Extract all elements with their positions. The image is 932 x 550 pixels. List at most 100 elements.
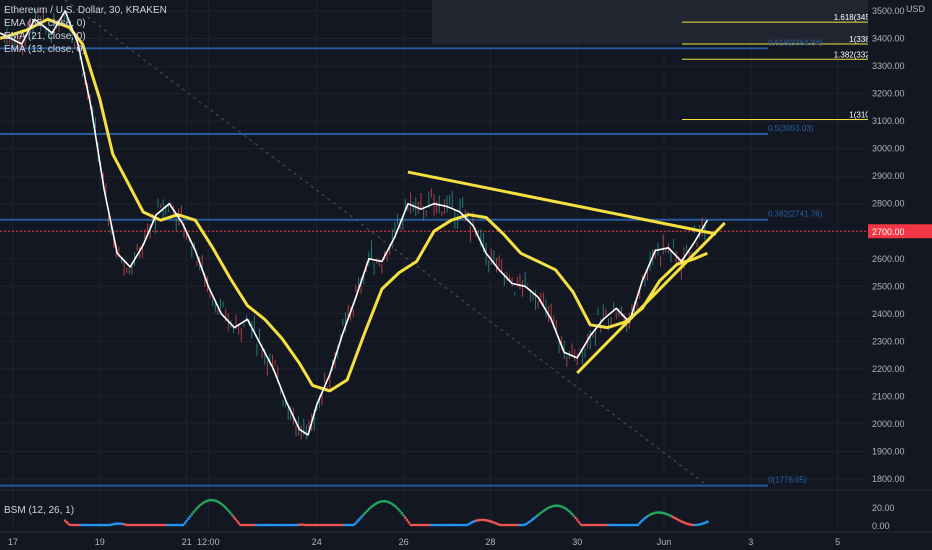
bsm-dot <box>197 505 201 508</box>
current-price-label: 2700.00 <box>872 227 905 237</box>
bsm-dot <box>221 503 225 507</box>
bsm-dot <box>185 519 188 523</box>
bsm-dot <box>404 516 407 520</box>
bsm-dot <box>183 521 187 525</box>
bsm-tick-label: 20.00 <box>872 503 895 513</box>
time-tick-label: 17 <box>8 537 18 547</box>
bsm-dot <box>636 523 640 527</box>
symbol-title: Ethereum / U.S. Dollar, 30, KRAKEN <box>4 5 167 16</box>
bsm-dot <box>535 514 539 517</box>
bsm-dot <box>188 515 192 518</box>
time-tick-label: 21 <box>182 537 192 547</box>
current-price-badge <box>868 224 932 239</box>
time-tick-label: 28 <box>485 537 495 547</box>
bsm-dot <box>641 518 645 522</box>
bsm-dot <box>572 514 576 518</box>
axis-unit: USD <box>906 4 926 14</box>
bsm-indicator-label: BSM (12, 26, 1) <box>4 505 75 516</box>
level-label: 0.618(3364.34) <box>768 38 823 47</box>
bsm-dot <box>226 509 230 512</box>
bsm-dot <box>360 515 364 518</box>
bsm-dot <box>65 521 69 524</box>
bsm-dot <box>400 511 404 515</box>
price-tick-label: 3300.00 <box>872 61 905 71</box>
bsm-dot <box>640 520 643 523</box>
bsm-dot <box>233 517 237 521</box>
bsm-dot <box>358 517 362 520</box>
bsm-dot <box>220 502 223 506</box>
bsm-dot <box>567 509 570 512</box>
price-tick-label: 2800.00 <box>872 199 905 209</box>
bsm-dot <box>574 516 577 520</box>
ema-55-line <box>0 17 708 393</box>
bsm-dot <box>362 513 365 516</box>
price-tick-label: 1800.00 <box>872 474 905 484</box>
price-tick-label: 3200.00 <box>872 89 905 99</box>
price-tick-label: 2000.00 <box>872 419 905 429</box>
bsm-dot <box>187 517 190 520</box>
bsm-dot <box>232 515 235 518</box>
time-tick-label: 3 <box>748 537 753 547</box>
bsm-dot <box>225 507 228 510</box>
bsm-dot <box>357 518 360 522</box>
price-tick-label: 3000.00 <box>872 144 905 154</box>
price-tick-label: 2900.00 <box>872 171 905 181</box>
price-tick-label: 3400.00 <box>872 34 905 44</box>
bsm-dot <box>395 506 398 509</box>
bsm-dot <box>577 520 581 524</box>
bsm-dot <box>63 519 67 522</box>
trendline-upper <box>407 170 717 236</box>
bsm-dot <box>353 522 357 526</box>
time-tick-label: 12:00 <box>197 537 220 547</box>
bsm-dot <box>534 515 537 519</box>
time-tick-label: 26 <box>399 537 409 547</box>
bsm-dot <box>638 521 642 525</box>
time-tick-label: 24 <box>312 537 322 547</box>
price-tick-label: 2400.00 <box>872 309 905 319</box>
level-label: 0.5(3053.03) <box>768 124 814 133</box>
bsm-dot <box>532 517 536 520</box>
bsm-dot <box>391 503 395 506</box>
fib-level-label: 1.618(3459.69) <box>834 13 889 22</box>
level-label: 0(1776.05) <box>768 476 807 485</box>
bsm-dot <box>568 510 572 514</box>
bsm-dot <box>364 511 367 514</box>
bsm-dot <box>570 512 574 516</box>
bsm-dot <box>367 507 371 511</box>
ema-55-legend: EMA (55, close, 0) <box>4 18 86 29</box>
bsm-dot <box>228 511 232 514</box>
bsm-dot <box>405 518 409 522</box>
level-label: 0.382(2741.76) <box>768 210 823 219</box>
ema-13-legend: EMA (13, close, 0) <box>4 44 86 55</box>
bsm-dot <box>369 506 372 509</box>
ema-21-line <box>0 10 709 436</box>
bsm-dot <box>402 514 405 517</box>
bsm-dot <box>194 508 197 512</box>
bsm-tick-label: 0.00 <box>872 521 890 531</box>
bsm-dot <box>355 520 359 524</box>
bsm-dot <box>706 520 709 524</box>
price-axis <box>868 0 932 532</box>
bsm-dot <box>393 504 397 508</box>
bsm-dot <box>365 509 369 513</box>
bsm-dot <box>195 506 199 510</box>
bsm-dot <box>575 518 579 522</box>
bsm-dot <box>235 519 239 523</box>
bsm-dot <box>181 523 185 527</box>
ema-21-legend: EMA (21, close, 0) <box>4 31 86 42</box>
time-tick-label: 30 <box>572 537 582 547</box>
price-tick-label: 3500.00 <box>872 6 905 16</box>
price-tick-label: 2200.00 <box>872 364 905 374</box>
time-tick-label: 19 <box>95 537 105 547</box>
bsm-dot <box>192 510 195 514</box>
time-tick-label: Jun <box>657 537 672 547</box>
bsm-dot <box>190 512 194 516</box>
price-tick-label: 2100.00 <box>872 391 905 401</box>
bsm-dot <box>199 503 202 507</box>
trendline-lower <box>576 221 726 375</box>
price-tick-label: 3100.00 <box>872 116 905 126</box>
bsm-dot <box>223 505 227 509</box>
bsm-dot <box>237 521 240 525</box>
price-tick-label: 2600.00 <box>872 254 905 264</box>
